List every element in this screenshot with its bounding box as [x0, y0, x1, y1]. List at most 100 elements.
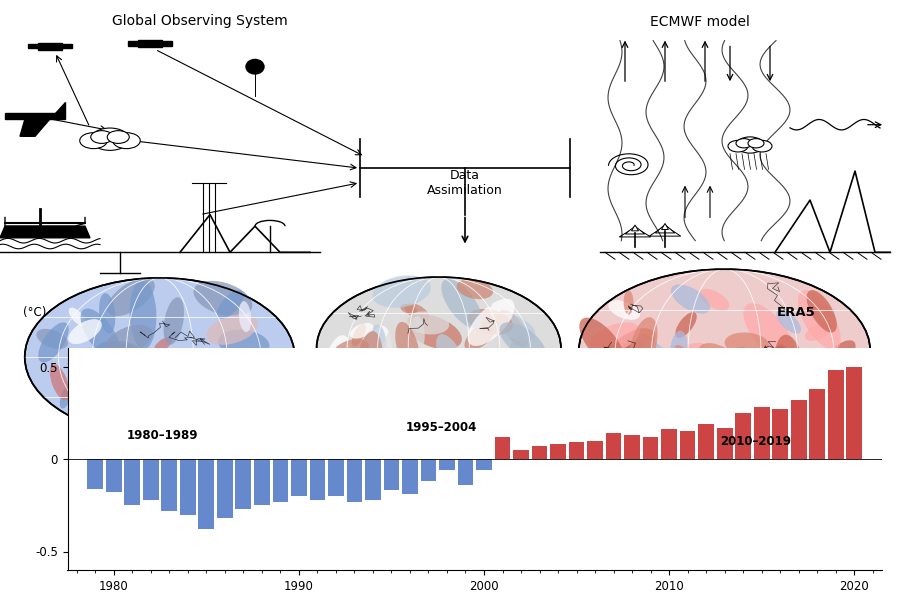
Ellipse shape [464, 319, 498, 351]
Ellipse shape [777, 310, 801, 334]
Ellipse shape [80, 308, 121, 360]
Circle shape [107, 131, 130, 143]
Polygon shape [29, 44, 40, 49]
Ellipse shape [426, 368, 445, 378]
Ellipse shape [437, 382, 450, 409]
Bar [476, 459, 492, 470]
Bar [587, 440, 603, 459]
Bar [828, 370, 843, 459]
Text: 2010–2019: 2010–2019 [721, 435, 791, 448]
Ellipse shape [206, 314, 257, 345]
Ellipse shape [367, 349, 394, 370]
Ellipse shape [395, 322, 420, 374]
Ellipse shape [500, 322, 546, 361]
Ellipse shape [743, 303, 796, 362]
Circle shape [728, 140, 748, 152]
Ellipse shape [94, 341, 145, 368]
Ellipse shape [164, 298, 184, 344]
Bar [680, 431, 696, 459]
Ellipse shape [724, 352, 764, 380]
Ellipse shape [762, 345, 786, 380]
Text: Global Observing System: Global Observing System [112, 14, 288, 28]
Polygon shape [632, 225, 638, 231]
Polygon shape [38, 43, 62, 50]
Ellipse shape [480, 292, 492, 308]
Bar [420, 459, 436, 481]
Bar [217, 459, 233, 518]
Ellipse shape [814, 361, 875, 404]
Bar [550, 444, 566, 459]
Ellipse shape [599, 328, 655, 376]
Bar [346, 459, 363, 502]
Ellipse shape [91, 394, 139, 427]
Bar [772, 409, 788, 459]
Ellipse shape [217, 290, 244, 319]
Ellipse shape [140, 386, 178, 451]
Ellipse shape [624, 290, 634, 314]
Ellipse shape [724, 332, 769, 355]
Ellipse shape [94, 368, 130, 436]
Ellipse shape [499, 310, 528, 347]
Bar [495, 437, 510, 459]
Ellipse shape [699, 289, 729, 310]
Ellipse shape [76, 353, 129, 385]
Ellipse shape [790, 376, 824, 435]
Ellipse shape [628, 317, 658, 377]
Ellipse shape [428, 294, 452, 307]
Circle shape [736, 137, 764, 153]
Ellipse shape [798, 290, 841, 350]
Ellipse shape [759, 395, 778, 434]
Ellipse shape [467, 309, 513, 335]
Ellipse shape [604, 341, 644, 373]
Text: Data
Assimilation: Data Assimilation [428, 169, 503, 197]
Circle shape [752, 140, 772, 152]
Ellipse shape [398, 283, 432, 304]
Text: ECMWF model: ECMWF model [650, 14, 750, 28]
Ellipse shape [468, 299, 515, 346]
Ellipse shape [456, 279, 493, 299]
Ellipse shape [251, 370, 281, 410]
Bar [254, 459, 270, 505]
Polygon shape [626, 226, 644, 234]
Polygon shape [649, 226, 680, 236]
Polygon shape [55, 101, 65, 113]
Bar [236, 459, 251, 509]
Bar [328, 459, 344, 496]
Bar [439, 459, 454, 470]
Ellipse shape [59, 386, 71, 409]
Ellipse shape [238, 301, 251, 332]
Polygon shape [662, 223, 669, 230]
Bar [106, 459, 122, 492]
Bar [698, 424, 714, 459]
Polygon shape [159, 41, 172, 46]
Ellipse shape [608, 300, 640, 320]
Text: (°C): (°C) [22, 306, 46, 319]
Bar [365, 459, 381, 500]
Ellipse shape [227, 382, 245, 409]
Ellipse shape [364, 326, 392, 393]
Circle shape [80, 133, 107, 149]
Ellipse shape [668, 383, 717, 419]
Bar [662, 430, 677, 459]
Ellipse shape [406, 311, 449, 334]
Ellipse shape [39, 322, 68, 362]
Circle shape [91, 128, 130, 151]
Ellipse shape [356, 331, 382, 396]
Ellipse shape [382, 317, 410, 373]
Ellipse shape [713, 371, 728, 397]
Bar [87, 459, 104, 488]
Polygon shape [655, 224, 675, 233]
Ellipse shape [441, 279, 482, 329]
Ellipse shape [683, 343, 705, 355]
Circle shape [736, 139, 752, 148]
Ellipse shape [246, 59, 264, 74]
Ellipse shape [130, 387, 152, 401]
Ellipse shape [188, 398, 213, 444]
Bar [273, 459, 288, 502]
Ellipse shape [241, 385, 266, 398]
Bar [716, 428, 733, 459]
Ellipse shape [36, 329, 68, 349]
Polygon shape [129, 41, 140, 46]
Ellipse shape [580, 317, 625, 368]
Ellipse shape [670, 355, 689, 400]
